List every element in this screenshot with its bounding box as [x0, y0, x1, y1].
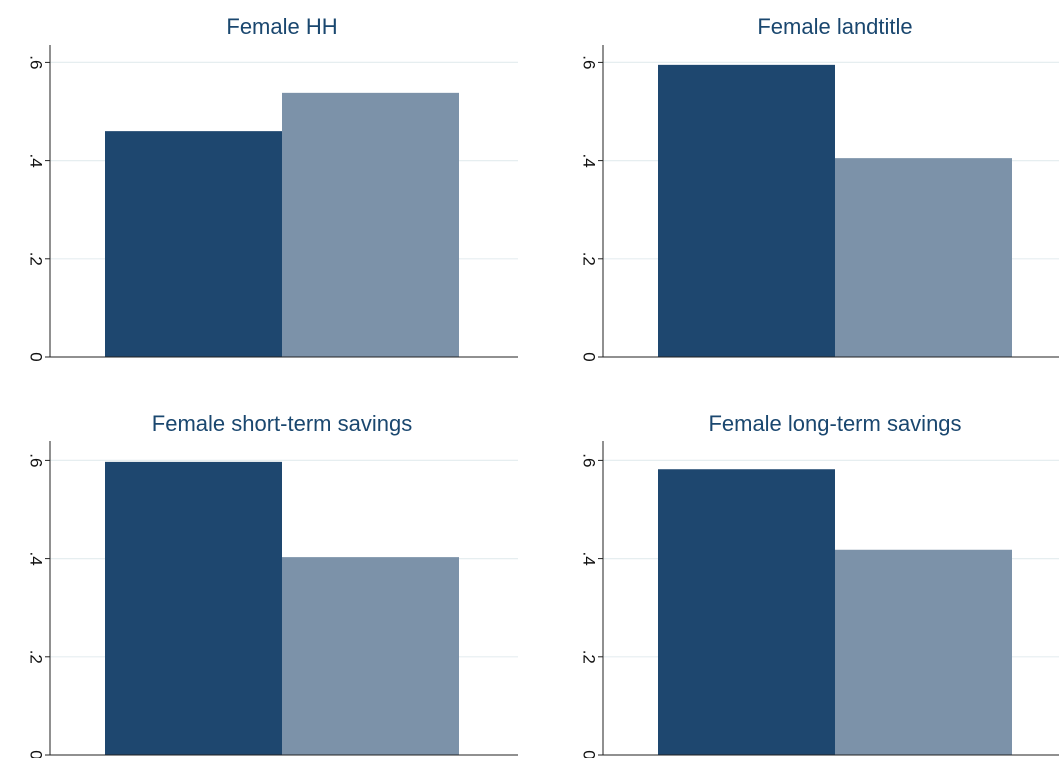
y-tick-label: .6	[27, 453, 46, 467]
y-tick-label: .2	[27, 252, 46, 266]
y-tick-label: .2	[27, 650, 46, 664]
y-tick-label: .2	[580, 650, 599, 664]
chart-panel-2: 0 .2 .4 .6 Female landtitle	[580, 14, 1059, 362]
y-tick-label: 0	[27, 750, 46, 758]
panel-title: Female long-term savings	[708, 411, 961, 436]
y-tick-label: 0	[580, 750, 599, 758]
y-tick-label: .2	[580, 252, 599, 266]
bar-1	[658, 64, 835, 357]
chart-panel-4: 0 .2 .4 .6 Female long-term savings	[580, 411, 1059, 758]
bar-1	[658, 469, 835, 755]
bar-2	[835, 549, 1012, 755]
bar-2	[282, 92, 459, 357]
y-tick-label: 0	[27, 352, 46, 361]
y-tick-label: .4	[580, 552, 599, 566]
y-tick-label: .4	[580, 154, 599, 168]
panel-title: Female HH	[226, 14, 337, 39]
panel-title: Female landtitle	[757, 14, 912, 39]
bar-1	[105, 461, 282, 755]
y-tick-label: .4	[27, 154, 46, 168]
y-tick-label: .6	[580, 453, 599, 467]
y-tick-label: .4	[27, 552, 46, 566]
chart-panel-1: 0 .2 .4 .6 Female HH	[27, 14, 518, 362]
bar-1	[105, 131, 282, 357]
bar-2	[835, 158, 1012, 357]
panel-title: Female short-term savings	[152, 411, 412, 436]
y-tick-label: 0	[580, 352, 599, 361]
bar-2	[282, 557, 459, 755]
y-tick-label: .6	[27, 55, 46, 69]
chart-panel-3: 0 .2 .4 .6 Female short-term savings	[27, 411, 518, 758]
y-tick-label: .6	[580, 55, 599, 69]
